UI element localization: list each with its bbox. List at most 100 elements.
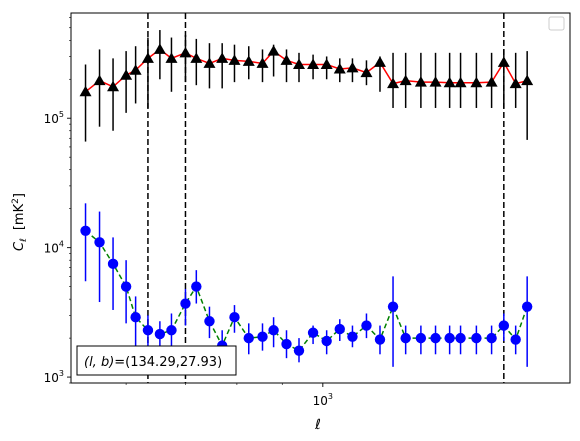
annotation-box bbox=[76, 345, 237, 376]
data-point bbox=[180, 298, 191, 309]
data-point bbox=[228, 54, 241, 65]
data-point bbox=[107, 80, 120, 92]
annotation: (l, b)=(134.29,27.93) bbox=[76, 345, 237, 376]
data-point bbox=[430, 332, 441, 344]
y-tick-base: 10 bbox=[44, 371, 59, 385]
data-point bbox=[243, 332, 254, 344]
data-point bbox=[281, 338, 292, 350]
data-point bbox=[142, 325, 154, 336]
data-point bbox=[414, 76, 427, 87]
data-point bbox=[120, 69, 133, 80]
data-point bbox=[387, 77, 400, 89]
y-tick-base: 10 bbox=[44, 242, 59, 256]
series-layer bbox=[79, 30, 534, 367]
data-point bbox=[216, 52, 229, 63]
data-point bbox=[93, 74, 106, 86]
data-point bbox=[154, 328, 166, 340]
data-point bbox=[307, 58, 320, 70]
data-point bbox=[444, 332, 455, 344]
data-point bbox=[510, 334, 521, 345]
x-tick-exponent: 3 bbox=[328, 392, 333, 401]
data-point bbox=[165, 52, 178, 63]
data-point bbox=[80, 225, 91, 236]
data-point bbox=[179, 46, 192, 58]
data-point bbox=[374, 334, 386, 345]
plot-area bbox=[71, 13, 570, 383]
data-point bbox=[292, 58, 305, 70]
y-label-units-close: ] bbox=[12, 193, 27, 198]
data-point bbox=[470, 76, 483, 88]
x-tick-base: 10 bbox=[313, 394, 328, 408]
data-point bbox=[130, 312, 141, 323]
data-point bbox=[387, 301, 399, 312]
data-point bbox=[455, 332, 466, 344]
legend-box bbox=[548, 16, 565, 31]
data-point bbox=[454, 76, 467, 88]
data-point bbox=[486, 332, 497, 344]
data-point bbox=[141, 52, 154, 63]
data-point bbox=[360, 66, 373, 78]
data-point bbox=[204, 316, 215, 327]
data-point bbox=[443, 76, 456, 88]
y-tick-base: 10 bbox=[44, 112, 59, 126]
data-point bbox=[321, 335, 332, 347]
data-point bbox=[256, 57, 269, 68]
data-point bbox=[107, 258, 119, 270]
data-point bbox=[471, 332, 482, 344]
data-point bbox=[497, 56, 510, 67]
y-label-units: [mK bbox=[12, 203, 27, 230]
data-point bbox=[485, 76, 498, 87]
x-axis-label: ℓ bbox=[314, 417, 321, 433]
data-point bbox=[361, 320, 372, 331]
data-point bbox=[203, 57, 216, 68]
data-point bbox=[347, 331, 358, 342]
data-point bbox=[280, 54, 293, 65]
y-tick-label: 104 bbox=[44, 240, 64, 256]
data-point bbox=[120, 281, 132, 292]
data-point bbox=[307, 327, 319, 338]
x-tick-label: 103 bbox=[313, 392, 333, 408]
y-label-sub: ℓ bbox=[19, 238, 29, 243]
data-point bbox=[242, 55, 255, 66]
data-point bbox=[509, 77, 522, 89]
data-point bbox=[257, 331, 268, 342]
data-point bbox=[267, 45, 280, 56]
annotation-text: (l, b)=(134.29,27.93) bbox=[84, 355, 222, 370]
data-point bbox=[521, 301, 533, 312]
y-tick-exponent: 4 bbox=[59, 240, 64, 249]
data-point bbox=[415, 332, 427, 344]
y-tick-label: 105 bbox=[44, 110, 64, 126]
annotation-values: =(134.29,27.93) bbox=[114, 355, 222, 370]
data-point bbox=[521, 74, 534, 86]
y-tick-exponent: 3 bbox=[59, 369, 64, 378]
y-tick-label: 103 bbox=[44, 369, 64, 385]
y-tick-exponent: 5 bbox=[59, 110, 64, 119]
data-point bbox=[320, 58, 333, 70]
data-point bbox=[79, 85, 92, 97]
data-point bbox=[400, 332, 411, 344]
data-point bbox=[429, 76, 442, 87]
data-point bbox=[190, 52, 203, 63]
data-point bbox=[268, 325, 279, 336]
series-2 bbox=[80, 203, 533, 367]
data-point bbox=[346, 61, 359, 73]
data-point bbox=[373, 56, 386, 67]
annotation-vars: (l, b) bbox=[84, 355, 114, 370]
y-label-units-sup: 2 bbox=[11, 198, 21, 204]
data-point bbox=[293, 345, 305, 356]
data-point bbox=[498, 320, 510, 331]
x-axis-ticks: 103 bbox=[125, 383, 333, 408]
data-point bbox=[166, 325, 177, 336]
y-axis-label: Cℓ [mK2] bbox=[11, 193, 29, 251]
data-point bbox=[94, 237, 105, 248]
data-point bbox=[229, 312, 240, 323]
data-point bbox=[399, 74, 412, 86]
data-point bbox=[153, 43, 166, 54]
series-1 bbox=[79, 30, 534, 142]
data-point bbox=[334, 323, 345, 335]
data-point bbox=[191, 281, 202, 292]
data-point bbox=[129, 64, 142, 75]
y-label-main: C bbox=[12, 241, 27, 251]
